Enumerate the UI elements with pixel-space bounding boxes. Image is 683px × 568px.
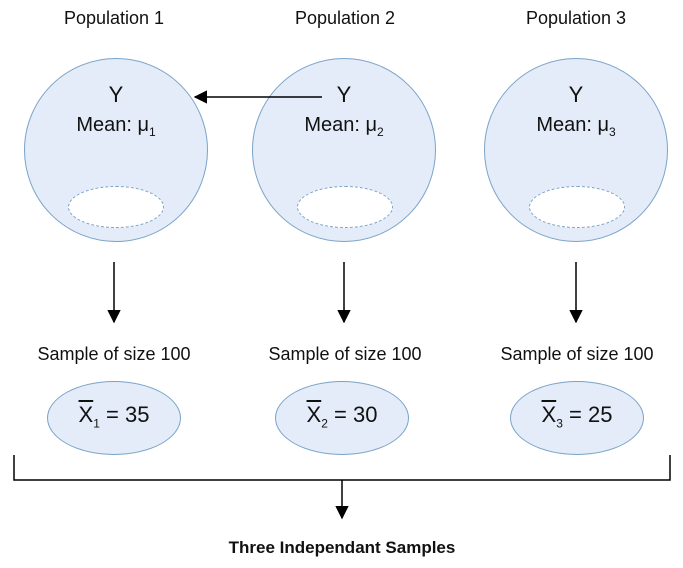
sample-3-ellipse bbox=[510, 381, 644, 455]
sample-3-title: Sample of size 100 bbox=[500, 344, 654, 364]
population-1-title: Population 1 bbox=[63, 8, 165, 28]
population-1-hole bbox=[68, 186, 164, 228]
population-1-variable: Y bbox=[108, 82, 124, 107]
population-2-title: Population 2 bbox=[294, 8, 396, 28]
sample-2-mean: X2 = 30 bbox=[306, 402, 378, 431]
sample-1-mean: X1 = 35 bbox=[78, 402, 150, 431]
population-1-mean: Mean: μ1 bbox=[76, 114, 156, 139]
sample-1-title: Sample of size 100 bbox=[37, 344, 191, 364]
population-3-hole bbox=[529, 186, 625, 228]
population-2-hole bbox=[297, 186, 393, 228]
sample-2-ellipse bbox=[275, 381, 409, 455]
population-2-variable: Y bbox=[336, 82, 352, 107]
population-2-mean: Mean: μ2 bbox=[304, 114, 384, 139]
samples-bracket bbox=[13, 455, 671, 481]
population-3-mean: Mean: μ3 bbox=[536, 114, 616, 139]
population-3-variable: Y bbox=[568, 82, 584, 107]
sample-1-ellipse bbox=[47, 381, 181, 455]
population-3-title: Population 3 bbox=[525, 8, 627, 28]
sample-3-mean: X3 = 25 bbox=[541, 402, 613, 431]
footer-caption: Three Independant Samples bbox=[228, 538, 456, 557]
sample-2-title: Sample of size 100 bbox=[268, 344, 422, 364]
